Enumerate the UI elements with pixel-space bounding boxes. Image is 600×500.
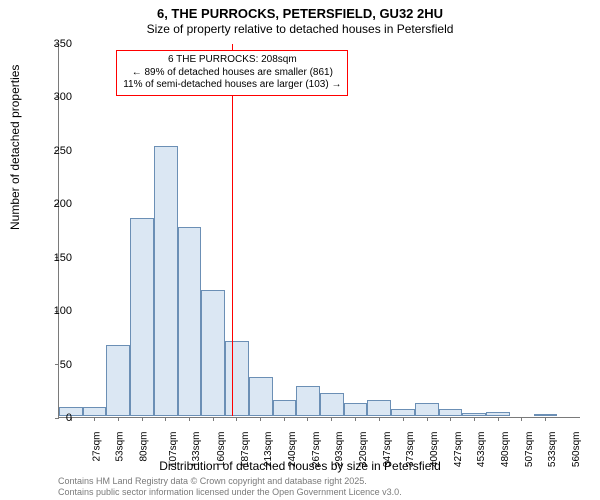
xtick-label: 480sqm — [500, 432, 511, 468]
histogram-bar — [201, 290, 225, 416]
ytick-label: 200 — [42, 198, 72, 210]
xtick-mark — [427, 417, 428, 421]
xtick-label: 107sqm — [168, 432, 179, 468]
xtick-mark — [307, 417, 308, 421]
xtick-mark — [260, 417, 261, 421]
xtick-label: 267sqm — [311, 432, 322, 468]
xtick-mark — [189, 417, 190, 421]
histogram-bar — [462, 413, 486, 416]
callout-box: 6 THE PURROCKS: 208sqm← 89% of detached … — [116, 50, 348, 96]
footer-attribution: Contains HM Land Registry data © Crown c… — [58, 476, 402, 497]
xtick-mark — [284, 417, 285, 421]
histogram-bar — [296, 386, 320, 416]
xtick-mark — [474, 417, 475, 421]
footer-line-1: Contains HM Land Registry data © Crown c… — [58, 476, 402, 486]
xtick-mark — [118, 417, 119, 421]
xtick-label: 293sqm — [334, 432, 345, 468]
ytick-label: 0 — [42, 412, 72, 424]
histogram-bar — [534, 414, 558, 416]
xtick-mark — [142, 417, 143, 421]
ytick-label: 250 — [42, 145, 72, 157]
xtick-label: 187sqm — [240, 432, 251, 468]
xtick-label: 560sqm — [571, 432, 582, 468]
footer-line-2: Contains public sector information licen… — [58, 487, 402, 497]
ytick-label: 350 — [42, 38, 72, 50]
xtick-mark — [545, 417, 546, 421]
marker-line — [232, 44, 233, 416]
plot-region: 6 THE PURROCKS: 208sqm← 89% of detached … — [58, 44, 580, 418]
xtick-mark — [213, 417, 214, 421]
xtick-mark — [403, 417, 404, 421]
xtick-label: 53sqm — [115, 432, 126, 462]
xtick-label: 427sqm — [453, 432, 464, 468]
histogram-bar — [178, 227, 202, 416]
xtick-mark — [94, 417, 95, 421]
ytick-label: 100 — [42, 305, 72, 317]
histogram-bar — [415, 403, 439, 416]
ytick-label: 50 — [42, 359, 72, 371]
title-sub: Size of property relative to detached ho… — [0, 22, 600, 36]
histogram-bar — [225, 341, 249, 416]
y-axis-label: Number of detached properties — [8, 65, 22, 230]
histogram-bar — [367, 400, 391, 416]
title-main: 6, THE PURROCKS, PETERSFIELD, GU32 2HU — [0, 6, 600, 21]
histogram-bar — [344, 403, 368, 416]
histogram-bar — [154, 146, 178, 416]
histogram-bar — [130, 218, 154, 416]
xtick-label: 160sqm — [216, 432, 227, 468]
title-block: 6, THE PURROCKS, PETERSFIELD, GU32 2HU S… — [0, 0, 600, 36]
histogram-bar — [106, 345, 130, 416]
xtick-label: 133sqm — [192, 432, 203, 468]
xtick-label: 373sqm — [405, 432, 416, 468]
histogram-bar — [249, 377, 273, 416]
xtick-label: 240sqm — [287, 432, 298, 468]
xtick-mark — [355, 417, 356, 421]
xtick-mark — [450, 417, 451, 421]
xtick-label: 533sqm — [547, 432, 558, 468]
ytick-label: 300 — [42, 91, 72, 103]
xtick-mark — [498, 417, 499, 421]
histogram-bar — [83, 407, 107, 416]
xtick-label: 453sqm — [476, 432, 487, 468]
callout-line: 11% of semi-detached houses are larger (… — [123, 79, 341, 92]
callout-line: ← 89% of detached houses are smaller (86… — [123, 67, 341, 80]
ytick-label: 150 — [42, 252, 72, 264]
xtick-label: 347sqm — [382, 432, 393, 468]
xtick-mark — [236, 417, 237, 421]
xtick-mark — [521, 417, 522, 421]
histogram-bar — [439, 409, 463, 416]
histogram-bar — [320, 393, 344, 416]
xtick-label: 27sqm — [92, 432, 103, 462]
histogram-bar — [391, 409, 415, 416]
xtick-mark — [165, 417, 166, 421]
xtick-label: 400sqm — [429, 432, 440, 468]
xtick-label: 80sqm — [139, 432, 150, 462]
xtick-label: 507sqm — [524, 432, 535, 468]
xtick-mark — [379, 417, 380, 421]
histogram-bar — [486, 412, 510, 416]
callout-line: 6 THE PURROCKS: 208sqm — [123, 54, 341, 67]
histogram-bar — [273, 400, 297, 416]
xtick-mark — [331, 417, 332, 421]
chart-area: 6 THE PURROCKS: 208sqm← 89% of detached … — [58, 44, 580, 418]
xtick-label: 320sqm — [358, 432, 369, 468]
xtick-label: 213sqm — [263, 432, 274, 468]
